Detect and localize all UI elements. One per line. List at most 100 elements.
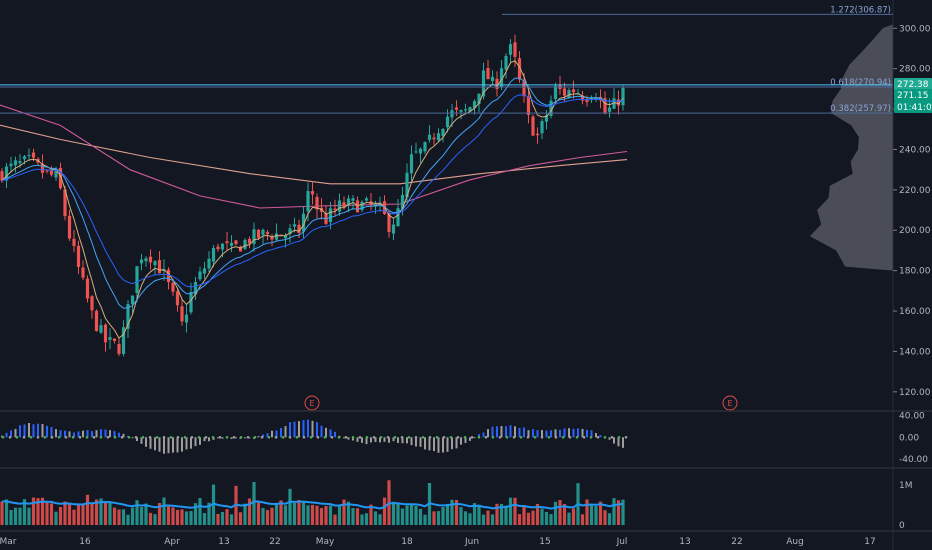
candle-body	[220, 243, 225, 250]
volume-bar	[585, 499, 589, 525]
oscillator-bar	[154, 437, 156, 451]
oscillator-bar	[541, 430, 543, 438]
oscillator-bar	[554, 429, 557, 438]
sma-200-line	[0, 124, 628, 185]
candle-body	[342, 202, 346, 208]
oscillator-bar	[190, 437, 192, 449]
volume-bar	[94, 499, 99, 525]
oscillator-bar	[235, 437, 237, 439]
candle-body	[148, 256, 153, 263]
volume-bar	[373, 511, 378, 525]
volume-bar	[607, 513, 612, 525]
volume-bar	[360, 514, 364, 525]
oscillator-bar	[577, 428, 579, 438]
volume-bar	[225, 509, 229, 525]
volume-bar	[337, 504, 342, 525]
volume-profile-shape	[809, 24, 893, 271]
candle-body	[279, 234, 283, 236]
oscillator-bar	[320, 425, 323, 438]
volume-bar	[346, 501, 351, 525]
volume-bar	[441, 506, 445, 525]
oscillator-dot	[351, 436, 355, 439]
oscillator-bar	[622, 437, 624, 448]
price-tick-label: 280.00	[899, 65, 931, 75]
candle-body	[180, 306, 184, 322]
volume-bar	[369, 504, 373, 525]
candle-body	[477, 93, 481, 104]
volume-bar	[598, 501, 603, 525]
volume-bar	[306, 505, 310, 525]
candle-body	[481, 70, 486, 97]
candle-body	[441, 128, 445, 136]
oscillator-dot	[442, 436, 446, 439]
candle-body	[270, 236, 274, 240]
price-tag-label: 01:41:07	[897, 103, 932, 113]
oscillator-bar	[383, 437, 386, 442]
volume-bar	[621, 499, 625, 525]
volume-bar	[495, 503, 499, 525]
volume-bar	[531, 510, 535, 525]
volume-bar	[162, 497, 166, 525]
volume-bar	[603, 510, 607, 525]
ema-mid-line	[1, 77, 624, 309]
oscillator-bar	[482, 432, 485, 438]
oscillator-bar	[95, 430, 98, 438]
candle-body	[553, 85, 558, 100]
price-tick-label: 140.00	[899, 347, 931, 357]
oscillator-bar	[298, 421, 300, 438]
volume-bar	[265, 510, 270, 525]
volume-bar	[157, 503, 162, 525]
oscillator-dot	[218, 436, 222, 439]
oscillator-dot	[1, 436, 5, 439]
candle-body	[535, 133, 540, 136]
oscillator-bar	[14, 428, 17, 438]
candle-body	[112, 338, 117, 341]
candle-body	[544, 115, 549, 122]
volume-bar	[4, 499, 9, 525]
volume-ma-line	[1, 500, 624, 510]
candle-body	[400, 194, 405, 209]
time-tick-label: 15	[539, 537, 550, 547]
candle-body	[171, 282, 175, 292]
volume-bar	[355, 508, 360, 525]
oscillator-dot	[477, 436, 481, 439]
time-tick-label: 22	[269, 537, 280, 547]
candle-body	[396, 208, 400, 227]
candle-body	[103, 324, 108, 343]
oscillator-bar	[185, 437, 188, 450]
volume-bar	[522, 505, 526, 525]
volume-bar	[126, 514, 130, 525]
time-tick-label: 22	[731, 537, 742, 547]
candle-body	[571, 89, 576, 93]
volume-bar	[342, 499, 346, 525]
candle-body	[63, 189, 67, 217]
volume-profile	[809, 24, 893, 271]
volume-bar	[580, 514, 585, 525]
volume-bar	[153, 514, 157, 525]
volume-bar	[499, 503, 504, 525]
time-axis: Mar 16 Apr 13 22 May 18 Jun 15 Jul 13 22 Aug 17	[0, 537, 876, 547]
volume-bar	[292, 503, 297, 525]
volume-bar	[486, 510, 490, 525]
oscillator-bar	[568, 428, 570, 438]
candle-body	[328, 208, 333, 223]
candle-body	[108, 337, 112, 340]
oscillator-dot	[253, 436, 257, 439]
candle-body	[436, 133, 441, 141]
price-tick-label: 200.00	[899, 226, 931, 236]
candle-body	[265, 232, 270, 235]
oscillator-bar	[266, 433, 269, 438]
oscillator-dot	[561, 436, 565, 439]
oscillator-dot	[260, 436, 264, 439]
oscillator-bar	[478, 434, 480, 438]
pane-separators	[0, 410, 932, 532]
oscillator-pane: 40.00 0.00 -40.00	[1, 412, 928, 465]
volume-bar	[54, 511, 58, 525]
time-tick-label: 13	[679, 537, 690, 547]
volume-bar	[238, 512, 243, 525]
oscillator-dot	[589, 436, 593, 439]
oscillator-dot	[463, 436, 467, 439]
